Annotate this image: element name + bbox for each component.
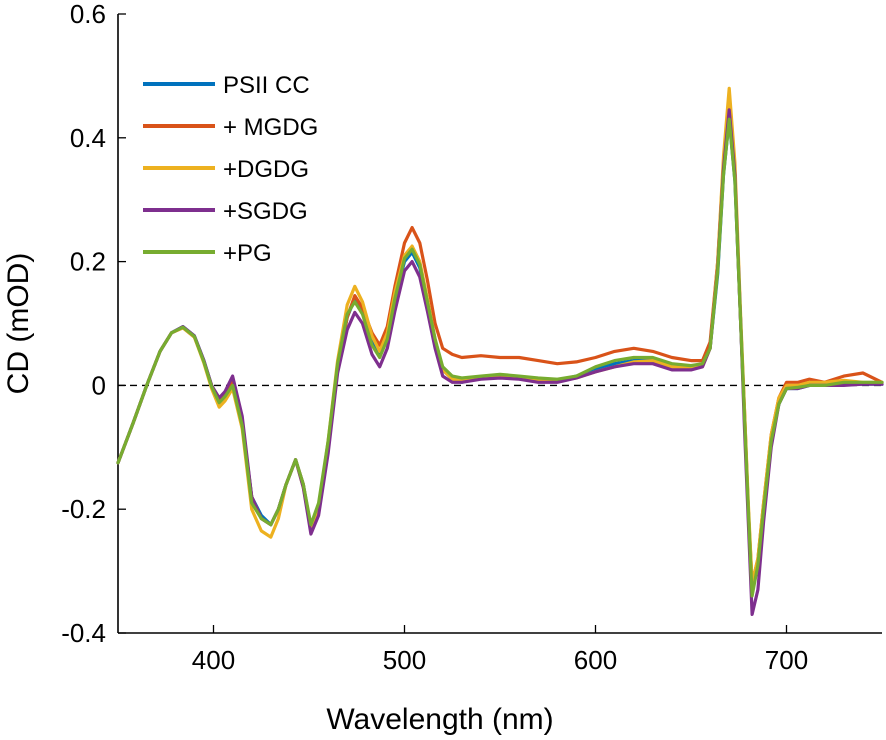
- series-line-sgdg: [116, 108, 884, 616]
- x-tick-label: 400: [192, 645, 235, 675]
- axes: 400 500 600 700 -0.4 -0.2 0 0.2 0.4 0.6: [61, 0, 882, 675]
- x-tick-label: 700: [765, 645, 808, 675]
- y-tick-label: -0.4: [61, 618, 106, 648]
- y-axis-title: CD (mOD): [2, 253, 35, 395]
- x-axis-title: Wavelength (nm): [326, 703, 553, 736]
- y-tick-label: 0.2: [70, 247, 106, 277]
- legend-label-psii-cc: PSII CC: [223, 72, 310, 99]
- legend: PSII CC + MGDG +DGDG +SGDG +PG: [143, 72, 318, 267]
- x-tick-label: 500: [383, 645, 426, 675]
- legend-label-mgdg: + MGDG: [223, 114, 318, 141]
- y-tick-label: 0.6: [70, 0, 106, 29]
- y-tick-label: 0: [92, 370, 106, 400]
- x-tick-label: 600: [574, 645, 617, 675]
- series-line-pg: [116, 117, 884, 598]
- legend-label-pg: +PG: [223, 240, 272, 267]
- y-tick-label: -0.2: [61, 494, 106, 524]
- legend-label-dgdg: +DGDG: [223, 156, 309, 183]
- series-line-psii-cc: [116, 117, 884, 592]
- series-lines: [116, 86, 884, 616]
- legend-label-sgdg: +SGDG: [223, 198, 308, 225]
- y-tick-label: 0.4: [70, 123, 106, 153]
